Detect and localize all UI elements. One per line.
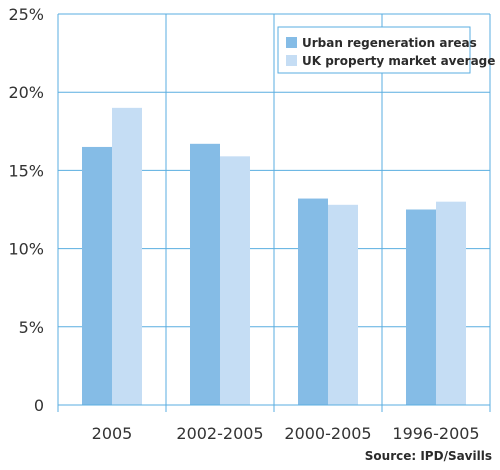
y-tick-label: 10% (8, 240, 44, 259)
legend-swatch-uk (286, 55, 297, 66)
legend: Urban regeneration areas UK property mar… (277, 26, 495, 74)
y-tick-label: 20% (8, 83, 44, 102)
bar-uk-3 (436, 201, 466, 405)
legend-swatch-urban (286, 37, 297, 48)
legend-box (277, 26, 471, 74)
x-tick-label: 2000-2005 (284, 424, 371, 443)
source-note: Source: IPD/Savills (365, 449, 492, 463)
y-tick-label: 15% (8, 161, 44, 180)
bar-urban-2 (298, 198, 328, 405)
x-tick-label: 1996-2005 (392, 424, 479, 443)
bar-uk-1 (220, 156, 250, 405)
legend-label-urban: Urban regeneration areas (302, 36, 477, 50)
bar-uk-2 (328, 204, 358, 405)
axes (57, 14, 490, 406)
x-tick-label: 2002-2005 (176, 424, 263, 443)
bar-urban-1 (190, 143, 220, 405)
y-tick-label: 25% (8, 5, 44, 24)
bar-uk-0 (112, 107, 142, 405)
bar-urban-3 (406, 209, 436, 405)
tick-labels: 0 5% 10% 15% 20% 25% 2005 2002-2005 2000-2005 199… (8, 5, 479, 443)
y-tick-label: 0 (34, 396, 44, 415)
legend-label-uk: UK property market average (302, 54, 495, 68)
y-tick-label: 5% (19, 318, 44, 337)
x-tick-label: 2005 (92, 424, 133, 443)
bars (82, 107, 466, 405)
bar-urban-0 (82, 146, 112, 405)
